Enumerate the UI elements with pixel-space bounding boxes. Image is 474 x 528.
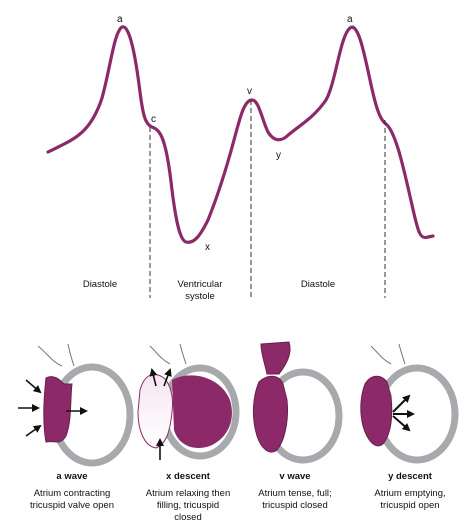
label-x-descent: x xyxy=(205,242,210,253)
heart-panel-y-descent xyxy=(360,343,459,464)
phase-systole-line2: systole xyxy=(185,291,215,302)
caption-desc-v-wave: tricuspid closed xyxy=(262,500,327,511)
label-c-wave: c xyxy=(151,114,156,125)
atrium-tense-shape xyxy=(252,375,288,453)
arrow-icon xyxy=(392,394,411,413)
vein-outline xyxy=(37,343,75,367)
caption-title-a-wave: a wave xyxy=(56,471,87,482)
caption-title-v-wave: v wave xyxy=(279,471,310,482)
vein-outline xyxy=(149,343,187,365)
label-a-wave-2: a xyxy=(347,14,353,25)
arrow-icon xyxy=(25,379,42,394)
phase-diastole-right: Diastole xyxy=(301,279,335,290)
caption-desc-y-descent: Atrium emptying, xyxy=(374,488,445,499)
label-y-descent: y xyxy=(276,150,281,161)
caption-desc-y-descent: tricuspid open xyxy=(380,500,439,511)
caption-desc-x-descent: Atrium relaxing then xyxy=(146,488,230,499)
arrow-icon xyxy=(149,368,158,387)
arrow-icon xyxy=(392,415,411,432)
caption-desc-a-wave: tricuspid valve open xyxy=(30,500,114,511)
ventricle-fill xyxy=(172,375,232,449)
vein-full-shape xyxy=(260,341,291,375)
arrow-icon xyxy=(25,424,42,437)
label-v-wave: v xyxy=(247,86,252,97)
phase-diastole-left: Diastole xyxy=(83,279,117,290)
caption-title-x-descent: x descent xyxy=(166,471,211,482)
atrium-emptying-shape xyxy=(360,375,393,447)
atrium-shape xyxy=(43,376,73,443)
heart-panel-v-wave xyxy=(252,341,343,464)
label-a-wave-1: a xyxy=(117,14,123,25)
phase-systole-line1: Ventricular xyxy=(178,279,223,290)
caption-title-y-descent: y descent xyxy=(388,471,433,482)
arrow-icon xyxy=(163,368,172,387)
jvp-wave-curve xyxy=(46,25,435,244)
caption-desc-x-descent: closed xyxy=(174,512,201,523)
caption-desc-x-descent: filling, tricuspid xyxy=(157,500,219,511)
caption-desc-v-wave: Atrium tense, full; xyxy=(258,488,331,499)
caption-desc-a-wave: Atrium contracting xyxy=(34,488,111,499)
panel-captions: a wave Atrium contracting tricuspid valv… xyxy=(30,471,446,523)
heart-panel-x-descent xyxy=(137,343,240,460)
heart-panel-a-wave xyxy=(18,343,134,467)
vein-outline xyxy=(370,343,406,365)
jvp-waveform: a c x v y a Diastole Ventricular systole… xyxy=(46,14,435,302)
